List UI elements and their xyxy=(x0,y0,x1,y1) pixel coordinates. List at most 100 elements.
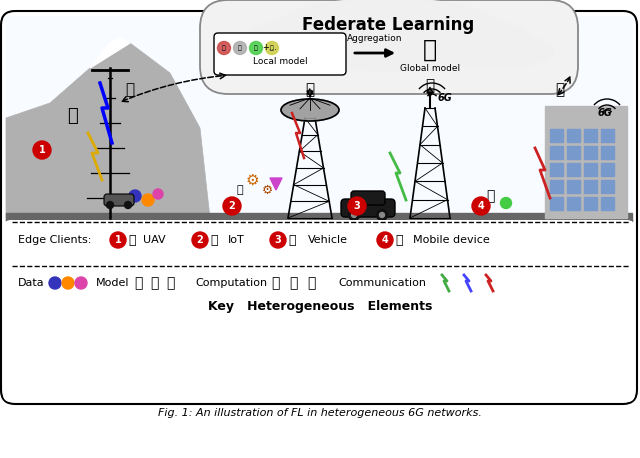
Bar xyxy=(601,197,614,210)
Circle shape xyxy=(500,197,511,208)
Text: 🧠: 🧠 xyxy=(222,45,226,51)
Circle shape xyxy=(153,189,163,199)
Text: 🧠: 🧠 xyxy=(125,82,134,98)
Circle shape xyxy=(223,197,241,215)
Text: 🖥: 🖥 xyxy=(289,276,297,290)
FancyBboxPatch shape xyxy=(214,33,346,75)
Text: Mobile device: Mobile device xyxy=(413,235,490,245)
Bar xyxy=(6,213,632,221)
Circle shape xyxy=(192,232,208,248)
Text: 1: 1 xyxy=(38,145,45,155)
Text: ⚙: ⚙ xyxy=(245,173,259,187)
Circle shape xyxy=(218,42,230,55)
Circle shape xyxy=(349,209,360,220)
Text: 🧠: 🧠 xyxy=(556,82,564,98)
Ellipse shape xyxy=(428,33,555,68)
Bar xyxy=(550,163,563,176)
Text: Edge Clients:: Edge Clients: xyxy=(18,235,92,245)
Ellipse shape xyxy=(281,99,339,121)
Text: 🛸: 🛸 xyxy=(128,234,136,246)
Bar xyxy=(567,180,580,193)
Polygon shape xyxy=(90,38,130,68)
Text: 🛸: 🛸 xyxy=(67,107,77,125)
Text: 3: 3 xyxy=(354,201,360,211)
Circle shape xyxy=(125,202,131,208)
Ellipse shape xyxy=(301,38,417,70)
Bar xyxy=(550,180,563,193)
Text: 🖥: 🖥 xyxy=(271,276,279,290)
Bar xyxy=(584,197,597,210)
Circle shape xyxy=(270,232,286,248)
Text: 🧠: 🧠 xyxy=(305,82,315,98)
Text: 🧠: 🧠 xyxy=(270,45,274,51)
Polygon shape xyxy=(6,43,210,218)
Polygon shape xyxy=(270,178,282,190)
Text: 🧍: 🧍 xyxy=(486,189,494,203)
Text: 📡: 📡 xyxy=(210,234,218,246)
Bar xyxy=(601,180,614,193)
Text: 1: 1 xyxy=(115,235,122,245)
FancyBboxPatch shape xyxy=(104,194,134,206)
Circle shape xyxy=(250,42,262,55)
Bar xyxy=(567,146,580,159)
Text: 🧠: 🧠 xyxy=(426,78,435,93)
FancyBboxPatch shape xyxy=(1,11,637,404)
Bar xyxy=(584,129,597,142)
Text: UAV: UAV xyxy=(143,235,166,245)
Circle shape xyxy=(129,190,141,202)
Circle shape xyxy=(377,232,393,248)
Bar xyxy=(584,163,597,176)
Text: 6G: 6G xyxy=(598,108,612,118)
Text: Fig. 1: An illustration of FL in heterogeneous 6G networks.: Fig. 1: An illustration of FL in heterog… xyxy=(158,408,482,418)
Circle shape xyxy=(110,232,126,248)
Bar xyxy=(567,197,580,210)
Circle shape xyxy=(142,194,154,206)
Text: IoT: IoT xyxy=(228,235,244,245)
Bar xyxy=(601,146,614,159)
Text: Federate Learning: Federate Learning xyxy=(302,16,474,34)
Text: Aggregation: Aggregation xyxy=(348,34,403,43)
Bar xyxy=(545,106,627,218)
Text: +...: +... xyxy=(262,44,276,53)
Text: Data: Data xyxy=(18,278,45,288)
Text: 🧠: 🧠 xyxy=(238,45,242,51)
Text: Model: Model xyxy=(96,278,129,288)
Circle shape xyxy=(351,213,356,218)
Text: 2: 2 xyxy=(228,201,236,211)
Ellipse shape xyxy=(371,17,532,62)
FancyBboxPatch shape xyxy=(200,0,578,94)
Circle shape xyxy=(75,277,87,289)
Bar xyxy=(550,129,563,142)
Text: ⚙: ⚙ xyxy=(261,184,273,196)
Bar xyxy=(6,219,632,228)
Circle shape xyxy=(376,209,387,220)
Text: 3: 3 xyxy=(275,235,282,245)
Circle shape xyxy=(234,42,246,55)
Bar xyxy=(584,180,597,193)
Text: 🚗: 🚗 xyxy=(288,234,296,246)
Text: Key   Heterogeneous   Elements: Key Heterogeneous Elements xyxy=(208,300,432,313)
Text: Communication: Communication xyxy=(338,278,426,288)
Circle shape xyxy=(49,277,61,289)
Ellipse shape xyxy=(221,33,348,68)
Text: 🧠: 🧠 xyxy=(134,276,142,290)
Bar xyxy=(550,197,563,210)
Circle shape xyxy=(348,197,366,215)
Text: Local model: Local model xyxy=(253,56,307,65)
Circle shape xyxy=(472,197,490,215)
Text: 6G: 6G xyxy=(438,93,452,103)
Text: 🧠: 🧠 xyxy=(150,276,158,290)
Circle shape xyxy=(380,213,385,218)
Bar xyxy=(601,163,614,176)
Circle shape xyxy=(106,202,113,208)
Bar xyxy=(567,163,580,176)
Ellipse shape xyxy=(273,0,503,62)
Text: 4: 4 xyxy=(381,235,388,245)
Text: 🧠: 🧠 xyxy=(423,38,437,62)
Text: 2: 2 xyxy=(196,235,204,245)
Text: 🖥: 🖥 xyxy=(307,276,315,290)
FancyBboxPatch shape xyxy=(3,220,635,402)
Circle shape xyxy=(266,42,278,55)
Text: 🧠: 🧠 xyxy=(166,276,174,290)
Bar xyxy=(567,129,580,142)
